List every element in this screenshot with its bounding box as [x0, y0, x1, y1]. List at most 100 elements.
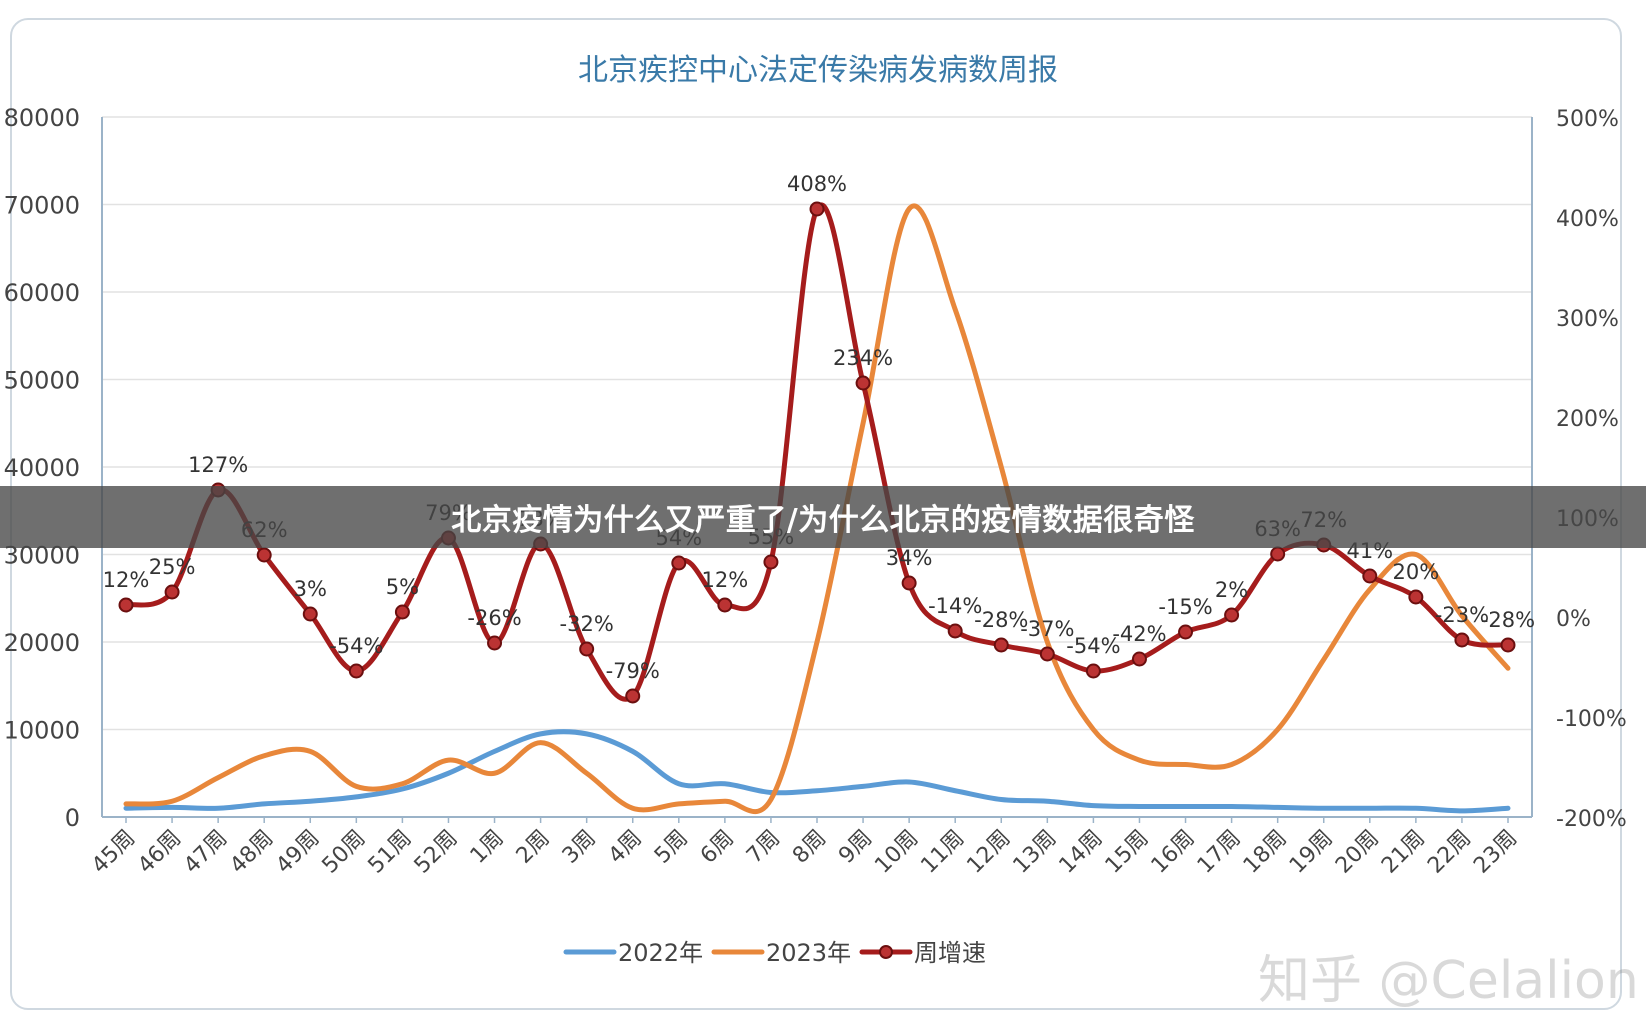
growth-point — [302, 606, 318, 622]
x-tick-label: 47周 — [179, 826, 232, 879]
right-tick-label: -200% — [1556, 807, 1627, 832]
series-line-2 — [123, 202, 1511, 702]
growth-label: -26% — [467, 606, 521, 630]
x-tick-label: 16周 — [1147, 826, 1200, 879]
growth-point — [625, 688, 641, 704]
left-tick-label: 70000 — [4, 192, 80, 220]
legend-label: 2023年 — [766, 939, 851, 967]
left-tick-label: 10000 — [4, 717, 80, 745]
right-y-axis: -200%-100%0%100%200%300%400%500% — [1531, 107, 1627, 832]
series-line-0 — [123, 729, 1511, 814]
growth-point — [901, 575, 917, 591]
growth-point — [809, 201, 825, 217]
left-tick-label: 50000 — [4, 367, 80, 395]
growth-label: -23% — [1435, 603, 1489, 627]
x-tick-label: 15周 — [1101, 826, 1154, 879]
growth-label: -28% — [974, 608, 1028, 632]
x-tick-label: 5周 — [650, 826, 693, 869]
growth-point — [394, 604, 410, 620]
x-tick-label: 8周 — [788, 826, 831, 869]
growth-label: -15% — [1158, 595, 1212, 619]
x-tick-label: 7周 — [742, 826, 785, 869]
growth-point — [164, 584, 180, 600]
growth-point — [855, 375, 871, 391]
x-tick-label: 18周 — [1239, 826, 1292, 879]
growth-point — [1362, 568, 1378, 584]
growth-point — [1408, 589, 1424, 605]
left-y-axis: 0100002000030000400005000060000700008000… — [4, 104, 103, 832]
x-tick-label: 20周 — [1331, 826, 1384, 879]
x-tick-label: 1周 — [466, 826, 509, 869]
growth-label: 25% — [149, 555, 196, 579]
growth-point — [1178, 624, 1194, 640]
growth-label: 34% — [886, 546, 933, 570]
left-tick-label: 0 — [65, 804, 80, 832]
left-tick-label: 20000 — [4, 629, 80, 657]
growth-label: 2% — [1215, 578, 1248, 602]
right-tick-label: -100% — [1556, 707, 1627, 732]
x-tick-label: 50周 — [318, 826, 371, 879]
growth-point — [118, 597, 134, 613]
x-tick-label: 17周 — [1193, 826, 1246, 879]
x-tick-label: 14周 — [1055, 826, 1108, 879]
x-tick-label: 22周 — [1423, 826, 1476, 879]
growth-label: -42% — [1112, 622, 1166, 646]
growth-label: 408% — [787, 172, 847, 196]
x-tick-label: 23周 — [1469, 826, 1522, 879]
x-tick-label: 49周 — [271, 826, 324, 879]
x-tick-label: 48周 — [225, 826, 278, 879]
x-tick-label: 6周 — [696, 826, 739, 869]
x-tick-label: 46周 — [133, 826, 186, 879]
growth-label: -28% — [1481, 608, 1535, 632]
growth-label: -37% — [1020, 617, 1074, 641]
growth-point — [1224, 607, 1240, 623]
growth-label: -14% — [928, 594, 982, 618]
growth-point — [1454, 632, 1470, 648]
x-tick-label: 12周 — [962, 826, 1015, 879]
x-tick-label: 52周 — [410, 826, 463, 879]
left-tick-label: 80000 — [4, 104, 80, 132]
growth-point — [1085, 663, 1101, 679]
growth-label: 127% — [188, 453, 248, 477]
growth-point — [763, 554, 779, 570]
growth-label: -54% — [1066, 634, 1120, 658]
left-tick-label: 40000 — [4, 454, 80, 482]
growth-point — [717, 597, 733, 613]
right-tick-label: 300% — [1556, 307, 1619, 332]
growth-label: 12% — [103, 568, 150, 592]
growth-label: 12% — [702, 568, 749, 592]
growth-point — [671, 555, 687, 571]
x-tick-label: 11周 — [916, 826, 969, 879]
growth-point — [256, 547, 272, 563]
legend-label: 2022年 — [618, 939, 703, 967]
x-tick-label: 13周 — [1009, 826, 1062, 879]
x-tick-label: 3周 — [558, 826, 601, 869]
growth-label: -54% — [329, 634, 383, 658]
growth-point — [348, 663, 364, 679]
overlay-banner: 北京疫情为什么又严重了/为什么北京的疫情数据很奇怪 — [0, 486, 1646, 548]
x-tick-label: 21周 — [1377, 826, 1430, 879]
series-layer — [118, 201, 1516, 815]
x-tick-label: 51周 — [364, 826, 417, 879]
left-tick-label: 60000 — [4, 279, 80, 307]
growth-label: 20% — [1393, 560, 1440, 584]
x-tick-label: 10周 — [870, 826, 923, 879]
growth-label: -32% — [560, 612, 614, 636]
right-tick-label: 200% — [1556, 407, 1619, 432]
growth-label: 3% — [294, 577, 327, 601]
growth-label: 234% — [833, 346, 893, 370]
banner-text: 北京疫情为什么又严重了/为什么北京的疫情数据很奇怪 — [451, 503, 1195, 538]
right-tick-label: 0% — [1556, 607, 1591, 632]
legend-marker — [879, 945, 893, 959]
x-tick-label: 19周 — [1285, 826, 1338, 879]
chart-title: 北京疾控中心法定传染病发病数周报 — [578, 53, 1058, 88]
growth-point — [579, 641, 595, 657]
legend-label: 周增速 — [914, 939, 986, 967]
growth-label: -79% — [606, 659, 660, 683]
growth-point — [487, 635, 503, 651]
growth-point — [1270, 546, 1286, 562]
x-tick-label: 4周 — [604, 826, 647, 869]
growth-point — [1131, 651, 1147, 667]
